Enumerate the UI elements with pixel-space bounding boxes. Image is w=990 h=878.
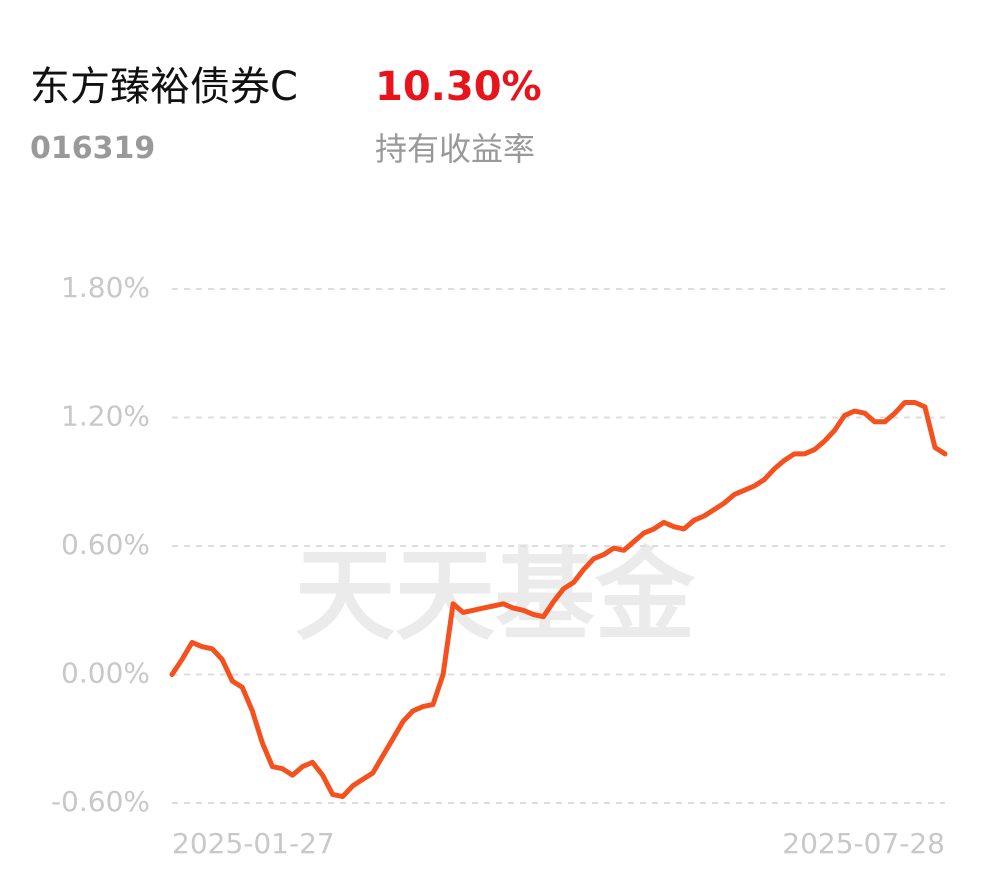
watermark: 天天基金 — [295, 537, 696, 654]
x-tick-label: 2025-07-28 — [782, 827, 945, 860]
y-tick-label: 0.00% — [61, 657, 150, 690]
y-tick-label: 0.60% — [61, 528, 150, 561]
series-line — [169, 400, 948, 800]
fund-name: 东方臻裕债券C — [30, 64, 298, 110]
y-tick-label: 1.80% — [61, 271, 150, 304]
x-tick-label: 2025-01-27 — [172, 827, 335, 860]
y-tick-label: 1.20% — [61, 400, 150, 433]
fund-code: 016319 — [30, 131, 155, 166]
y-tick-label: -0.60% — [51, 785, 150, 818]
return-label: 持有收益率 — [375, 130, 535, 168]
holding-return: 10.30% — [375, 64, 542, 110]
